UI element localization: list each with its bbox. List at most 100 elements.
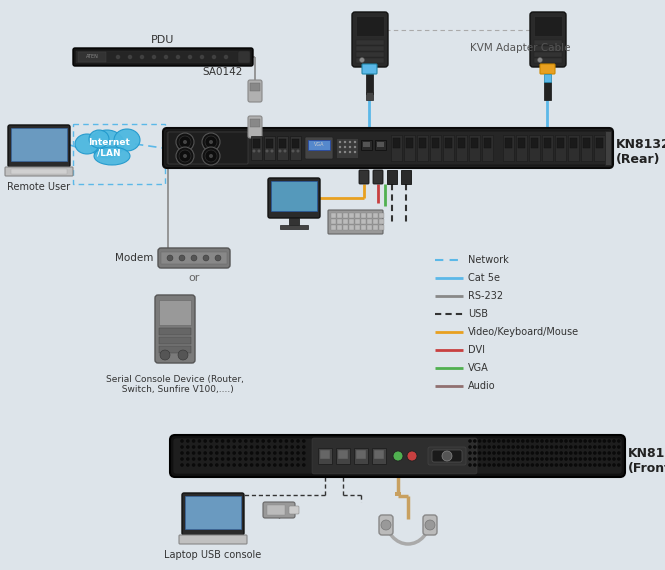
Circle shape [516,439,520,443]
Circle shape [521,451,525,455]
Bar [430,135,441,161]
Circle shape [598,451,601,455]
Circle shape [209,140,213,144]
Circle shape [344,141,346,143]
Bar [505,138,512,148]
Circle shape [221,445,224,449]
Circle shape [255,457,259,461]
Circle shape [188,55,192,59]
Circle shape [296,451,300,455]
Bar [367,213,372,218]
Circle shape [507,463,510,467]
FancyBboxPatch shape [248,116,262,138]
Circle shape [203,457,207,461]
Circle shape [279,463,283,467]
Circle shape [261,445,265,449]
Bar [338,450,348,459]
Circle shape [468,457,471,461]
Circle shape [511,463,515,467]
Bar [456,135,467,161]
FancyBboxPatch shape [179,535,247,544]
Circle shape [261,451,265,455]
Circle shape [612,439,616,443]
Circle shape [555,463,558,467]
Circle shape [535,445,539,449]
Circle shape [302,439,306,443]
Circle shape [535,457,539,461]
Text: SA0142: SA0142 [203,67,243,77]
Bar [159,337,191,344]
FancyBboxPatch shape [328,210,383,234]
Circle shape [540,463,544,467]
Circle shape [179,136,191,148]
Circle shape [186,451,190,455]
FancyBboxPatch shape [5,167,73,176]
Circle shape [338,141,341,143]
Circle shape [285,463,288,467]
Circle shape [267,445,271,449]
Circle shape [598,457,601,461]
Circle shape [579,451,582,455]
Circle shape [574,451,577,455]
FancyBboxPatch shape [312,438,477,474]
Circle shape [521,457,525,461]
Bar [355,219,360,224]
Ellipse shape [90,130,124,158]
Circle shape [574,463,577,467]
Circle shape [507,457,510,461]
Circle shape [487,445,491,449]
Circle shape [526,445,529,449]
Circle shape [521,439,525,443]
Bar [363,142,370,147]
Bar [570,138,577,148]
Circle shape [502,457,505,461]
Bar [379,219,384,224]
Bar [11,169,67,174]
Circle shape [296,457,300,461]
Text: DVI: DVI [468,345,485,355]
Circle shape [267,439,271,443]
Circle shape [487,457,491,461]
Circle shape [535,439,539,443]
Circle shape [540,439,544,443]
Circle shape [238,439,242,443]
Circle shape [255,439,259,443]
Circle shape [250,451,253,455]
Circle shape [612,457,616,461]
Bar [531,138,538,148]
Bar [253,139,260,148]
Bar [356,58,384,63]
Circle shape [598,463,601,467]
Circle shape [473,445,477,449]
Bar [331,219,336,224]
Circle shape [492,463,496,467]
Bar [250,119,260,127]
Circle shape [497,463,501,467]
Bar [544,138,551,148]
Circle shape [279,451,283,455]
Text: KVM Adapter Cable: KVM Adapter Cable [470,43,571,53]
Circle shape [215,439,219,443]
Circle shape [473,457,477,461]
Bar [375,140,386,150]
Circle shape [232,439,236,443]
Circle shape [283,149,287,153]
Circle shape [602,451,606,455]
Circle shape [267,451,271,455]
Bar [343,219,348,224]
Circle shape [221,457,224,461]
Bar [377,142,384,147]
Circle shape [202,147,220,165]
Bar [387,170,397,184]
Circle shape [244,463,247,467]
Circle shape [354,151,356,153]
Circle shape [273,445,277,449]
Bar [366,92,373,100]
Bar [266,139,273,148]
Ellipse shape [114,129,140,151]
FancyBboxPatch shape [428,447,466,465]
Circle shape [393,451,403,461]
Circle shape [589,463,592,467]
Circle shape [507,445,510,449]
Circle shape [186,439,190,443]
